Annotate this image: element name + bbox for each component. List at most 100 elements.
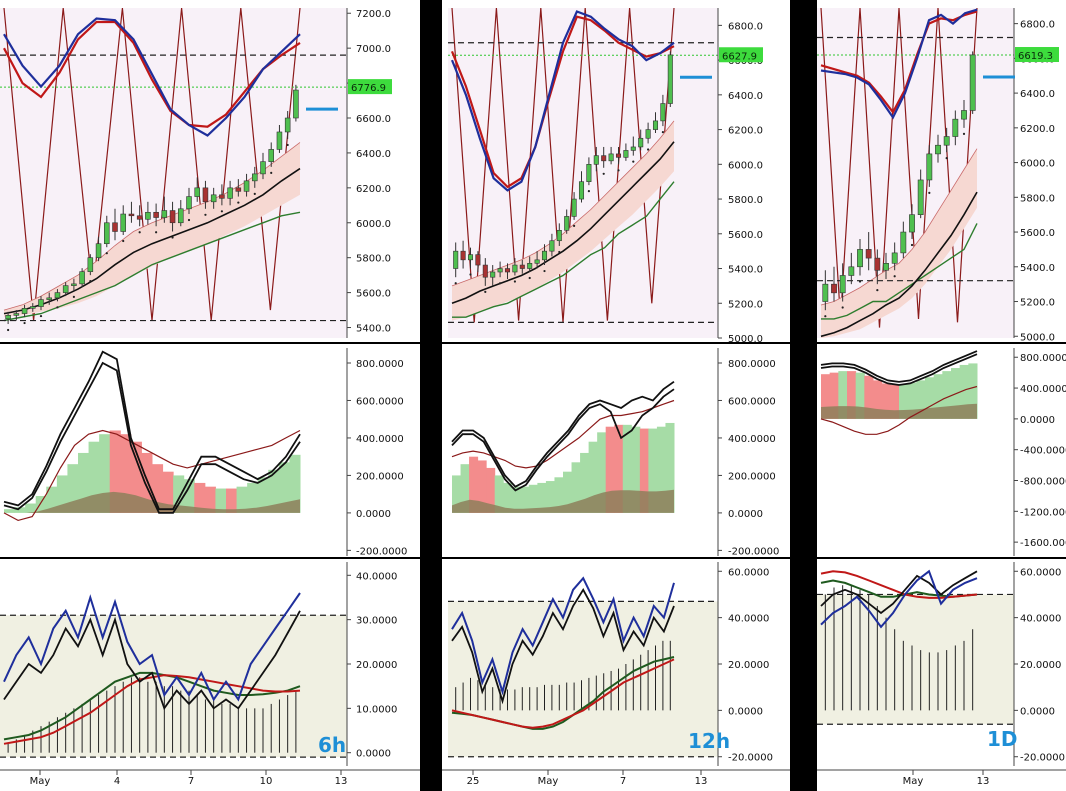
p1-osc-histogram-bar [563, 471, 573, 513]
p0-osc-line-a [3, 350, 301, 511]
p2-candle [900, 231, 907, 254]
p1-sar-dot [499, 282, 502, 285]
p2-candle [909, 214, 915, 233]
p2-band-upper-line [820, 148, 978, 306]
p2-osc-histogram-bar [890, 384, 900, 419]
p1-osc-histogram-bar [648, 428, 658, 513]
p0-sar-dot [253, 192, 256, 195]
p0-sar-dot [23, 321, 26, 325]
p1-sar-dot [513, 280, 516, 283]
p1-osc-histogram-bar [588, 441, 598, 513]
p0-sar-dot [39, 314, 43, 318]
p0-x-tick-label: 10 [260, 776, 273, 787]
p1-rsi-blue-line [451, 576, 675, 696]
p0-osc-tick-label: -200.0000 [356, 546, 407, 557]
p0-osc-histogram-bar [88, 441, 100, 513]
p0-ma-band [4, 142, 300, 317]
p2-osc-tick-label: -400.0000 [1020, 446, 1066, 457]
p0-osc-histogram-bar [141, 452, 153, 513]
p1-osc-histogram-bar [665, 422, 675, 513]
p0-candle [243, 180, 250, 192]
p0-price-tick-label: 5400.0 [356, 324, 391, 335]
p1-candle [541, 250, 548, 261]
p2-sar-dot [945, 157, 948, 160]
p1-osc-histogram-bar [537, 482, 547, 513]
p0-osc-histogram-bar [236, 486, 248, 513]
p1-candle [504, 268, 511, 273]
p2-osc-line-b [820, 353, 978, 386]
p0-candle [5, 315, 11, 320]
p0-candle [293, 89, 299, 119]
p0-rsi-black-line [3, 610, 301, 711]
p0-osc-signal-line [3, 429, 301, 522]
p0-fast-red-line [3, 20, 301, 128]
p0-candle [112, 222, 118, 232]
p2-rsi-tick-label: 40.0000 [1020, 614, 1061, 625]
p1-fast-blue-line [450, 10, 675, 192]
p1-x-tick-label: 25 [467, 776, 480, 787]
p2-candle [917, 179, 924, 215]
p2-price-tick-label: 6400.0 [1020, 89, 1055, 100]
p1-sar-dot [602, 172, 605, 175]
p0-osc-histogram-bar [289, 454, 301, 513]
p0-osc-histogram-bar [130, 441, 142, 513]
p1-band-upper-line [451, 120, 675, 287]
p1-osc-histogram-bar [528, 484, 538, 513]
p0-osc-histogram-bar [257, 477, 269, 513]
p2-osc-histogram-bar [881, 383, 891, 419]
p1-osc-histogram-bar [503, 482, 513, 513]
p0-rsi-red-line [3, 674, 301, 745]
p1-osc-histogram-bar [452, 475, 462, 513]
p2-x-tick-label: 13 [977, 776, 990, 787]
p1-price-tick-label: 6200.0 [728, 126, 763, 137]
p1-candle [556, 230, 562, 242]
p1-osc-line-a [451, 380, 675, 488]
p1-osc-histogram-bar [580, 452, 590, 513]
p1-slow-ma-line [451, 141, 675, 305]
p0-candle [95, 243, 102, 258]
p2-candle [952, 118, 959, 137]
p1-osc-histogram-bar [486, 467, 496, 513]
p0-candle [252, 173, 258, 182]
p0-osc-tick-label: 0.0000 [356, 509, 391, 520]
p1-osc-histogram-bar [554, 477, 564, 513]
p0-last-price-tag [348, 79, 392, 95]
p1-price-tick-label: 5200.0 [728, 299, 763, 310]
p0-candle [120, 213, 126, 232]
p1-candle [623, 150, 629, 158]
p0-candle [186, 196, 192, 210]
p0-x-tick-label: 7 [188, 776, 194, 787]
p0-fast-blue-line [3, 17, 301, 137]
p1-osc-histogram-bar [520, 486, 530, 513]
p0-osc-histogram-bar [152, 464, 164, 513]
p1-x-tick-label: 7 [620, 776, 626, 787]
p0-rsi-tick-label: 30.0000 [356, 616, 397, 627]
p0-osc-histogram-bar [56, 475, 68, 513]
p0-candle [62, 285, 69, 293]
p0-candle [38, 299, 44, 307]
p0-price-tick-label: 7200.0 [356, 9, 391, 20]
p0-candle [169, 210, 176, 224]
p0-x-tick-label: May [30, 776, 51, 787]
chart-panel-6h: 7200.07000.06800.06600.06400.06200.06000… [0, 0, 420, 791]
p2-support-step-line [821, 223, 978, 320]
p2-price-tick-label: 6000.0 [1020, 159, 1055, 170]
p1-osc-histogram-bar [469, 456, 479, 513]
p0-candle [145, 211, 151, 220]
p1-osc-histogram-bar [614, 424, 624, 513]
p1-sar-dot [543, 269, 546, 273]
p2-rsi-tick-label: 0.0000 [1020, 706, 1055, 717]
p1-candle [660, 103, 666, 122]
p1-osc-histogram-bar [460, 464, 470, 513]
p2-fast-blue-line [820, 8, 978, 120]
p1-candle [534, 259, 540, 264]
p2-osc-histogram-bar [907, 382, 917, 419]
p1-rsi-band-bg [448, 601, 718, 757]
p1-candle [645, 129, 651, 139]
p1-rsi-tick-label: -20.0000 [728, 753, 773, 764]
p1-last-price-label: 6627.9 [722, 51, 757, 62]
p1-price-tick-label: 5800.0 [728, 195, 763, 206]
p2-price-tick-label: 5200.0 [1020, 298, 1055, 309]
p2-rsi-tick-label: -20.0000 [1020, 753, 1065, 764]
p0-support-step-line [3, 211, 301, 322]
